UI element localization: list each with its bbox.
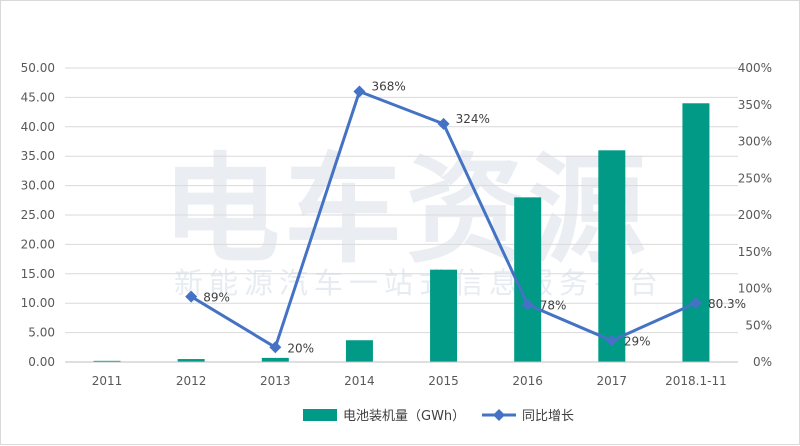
bar <box>514 197 542 362</box>
legend: 电池装机量（GWh） 同比增长 <box>303 409 574 424</box>
y-left-tick-label: 40.00 <box>21 120 55 134</box>
watermark-subtitle: 新能源汽车一站式信息服务平台 <box>174 266 664 300</box>
bar <box>598 150 626 362</box>
y-left-tick-label: 20.00 <box>21 237 55 251</box>
y-right-tick-label: 250% <box>738 171 772 185</box>
growth-point <box>437 117 450 130</box>
growth-point <box>605 334 618 347</box>
growth-data-label: 80.3% <box>708 297 746 311</box>
bar <box>345 340 373 362</box>
line-series <box>185 85 702 354</box>
growth-point <box>689 296 702 309</box>
y-right-tick-label: 0% <box>753 355 772 369</box>
growth-point <box>185 290 198 303</box>
x-tick-label: 2014 <box>344 374 375 388</box>
axes: 0.00 5.00 10.00 15.00 20.00 25.00 30.00 35.00 40… <box>21 61 772 388</box>
bar <box>177 359 205 362</box>
y-left-tick-label: 15.00 <box>21 267 55 281</box>
y-right-tick-label: 200% <box>738 208 772 222</box>
x-tick-label: 2012 <box>176 374 207 388</box>
x-tick-label: 2013 <box>260 374 291 388</box>
growth-data-label: 78% <box>540 299 567 313</box>
x-tick-label: 2015 <box>428 374 459 388</box>
y-left-tick-label: 35.00 <box>21 149 55 163</box>
watermark-title: 电车资源 <box>162 141 650 279</box>
bar-series <box>93 103 710 362</box>
y-left-tick-label: 30.00 <box>21 179 55 193</box>
x-tick-label: 2018.1-11 <box>665 374 727 388</box>
growth-data-label: 89% <box>203 291 230 305</box>
x-tick-label: 2016 <box>512 374 543 388</box>
growth-data-label: 29% <box>624 335 651 349</box>
bar <box>430 269 458 362</box>
legend-label-line: 同比增长 <box>522 409 574 424</box>
growth-point <box>521 298 534 311</box>
legend-swatch-marker <box>493 409 505 421</box>
data-labels: 89% 20% 368% 324% 78% 29% 80.3% <box>203 80 746 356</box>
y-left-tick-label: 45.00 <box>21 90 55 104</box>
y-right-tick-label: 100% <box>738 282 772 296</box>
gridlines <box>65 67 738 334</box>
bar <box>261 357 289 362</box>
y-right-tick-label: 50% <box>745 318 772 332</box>
bar <box>93 360 121 362</box>
growth-data-label: 368% <box>371 80 405 94</box>
y-right-tick-label: 400% <box>738 61 772 75</box>
y-left-tick-label: 25.00 <box>21 208 55 222</box>
bar <box>682 103 710 362</box>
y-left-tick-label: 50.00 <box>21 61 55 75</box>
y-left-tick-label: 10.00 <box>21 296 55 310</box>
y-right-tick-label: 300% <box>738 135 772 149</box>
y-left-tick-label: 5.00 <box>28 326 55 340</box>
growth-point <box>353 85 366 98</box>
legend-swatch-bars <box>303 409 337 421</box>
y-right-tick-label: 150% <box>738 245 772 259</box>
growth-point <box>269 341 282 354</box>
growth-data-label: 324% <box>456 112 490 126</box>
x-tick-label: 2011 <box>92 374 123 388</box>
y-right-tick-label: 350% <box>738 98 772 112</box>
growth-data-label: 20% <box>287 341 314 355</box>
y-left-tick-label: 0.00 <box>28 355 55 369</box>
legend-label-bars: 电池装机量（GWh） <box>343 409 465 424</box>
x-tick-label: 2017 <box>597 374 628 388</box>
watermark: 电车资源 新能源汽车一站式信息服务平台 <box>162 141 664 300</box>
